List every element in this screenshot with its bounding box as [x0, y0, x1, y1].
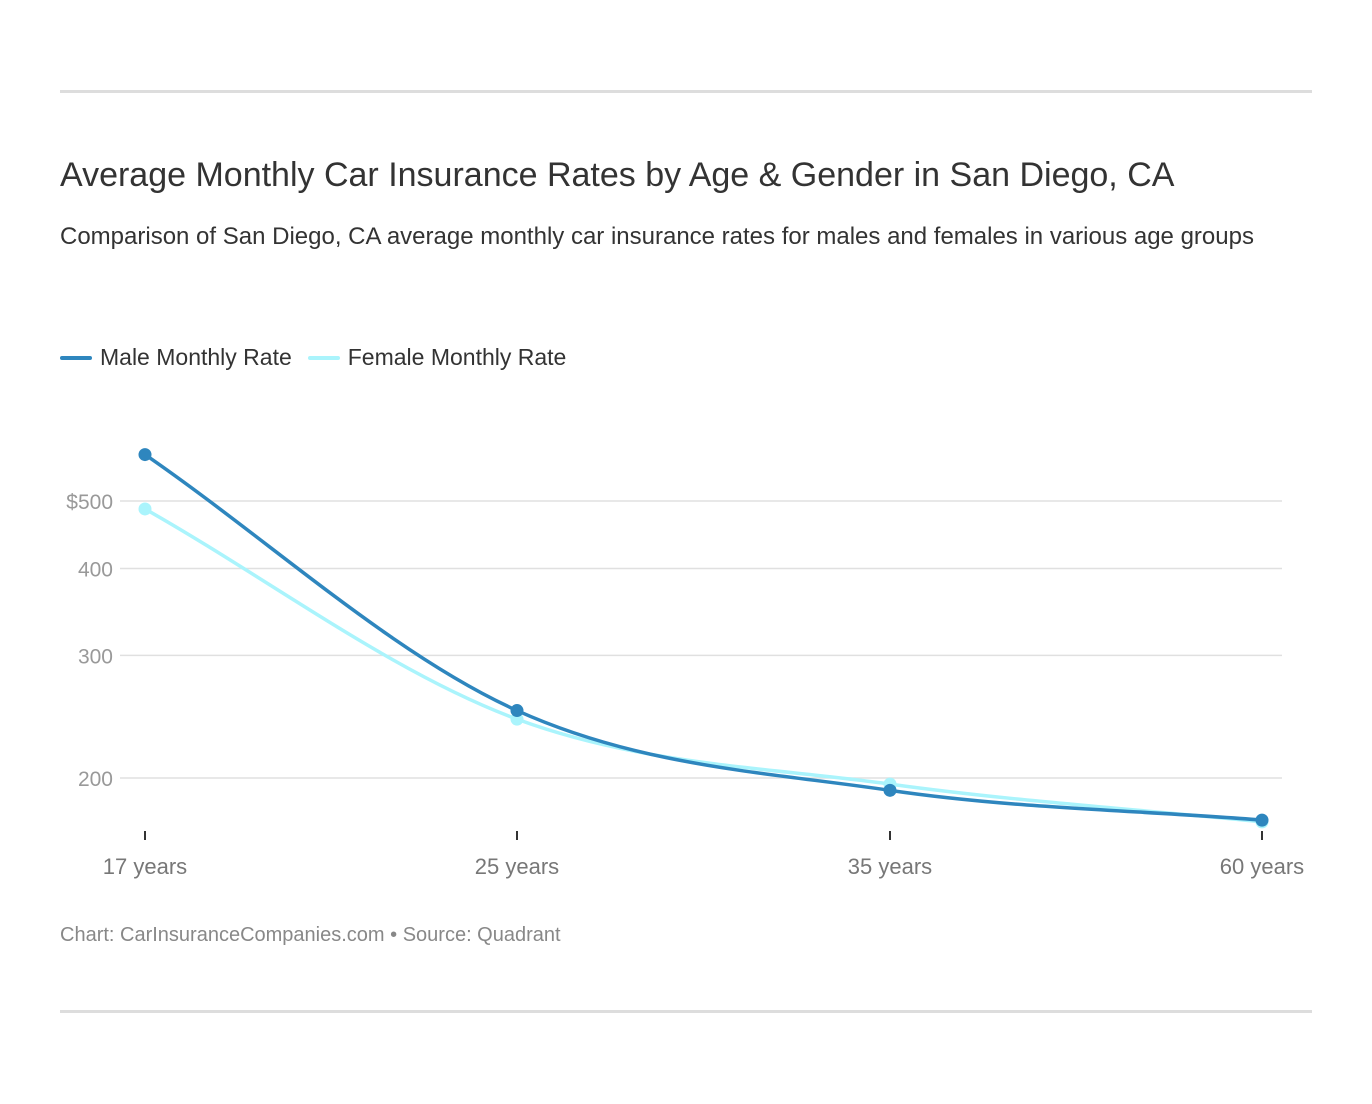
y-tick-label: 400	[78, 558, 113, 581]
legend-item-female[interactable]: Female Monthly Rate	[307, 344, 567, 371]
chart-source-credit: Chart: CarInsuranceCompanies.com • Sourc…	[60, 924, 561, 946]
line-chart: $500 400 300 200 17 years 25 years 35 years 60 …	[66, 448, 1304, 879]
x-tick-label: 60 years	[1220, 854, 1304, 879]
male-rate-line	[143, 452, 1264, 822]
legend-swatch-male	[60, 355, 92, 360]
legend-item-male[interactable]: Male Monthly Rate	[60, 344, 292, 371]
y-tick-label: $500	[66, 491, 113, 514]
x-tick-label: 17 years	[103, 854, 187, 879]
legend-label-female: Female Monthly Rate	[347, 344, 567, 370]
male-rate-point	[138, 448, 152, 462]
y-tick-label: 200	[78, 768, 113, 791]
male-rate-point	[510, 704, 524, 718]
female-rate-point	[138, 502, 152, 516]
bottom-divider	[60, 1010, 1312, 1013]
x-tick-label: 25 years	[475, 854, 559, 879]
male-rate-point	[1255, 813, 1269, 827]
chart-subtitle: Comparison of San Diego, CA average mont…	[60, 223, 1254, 250]
x-tick-label: 35 years	[848, 854, 932, 879]
legend-label-male: Male Monthly Rate	[100, 344, 292, 370]
chart-legend: Male Monthly Rate Female Monthly Rate	[60, 344, 582, 371]
chart-title: Average Monthly Car Insurance Rates by A…	[60, 156, 1175, 194]
top-divider	[60, 90, 1312, 93]
female-rate-line	[143, 507, 1264, 824]
y-tick-label: 300	[78, 645, 113, 668]
legend-swatch-female	[307, 355, 340, 360]
male-rate-point	[883, 783, 897, 797]
